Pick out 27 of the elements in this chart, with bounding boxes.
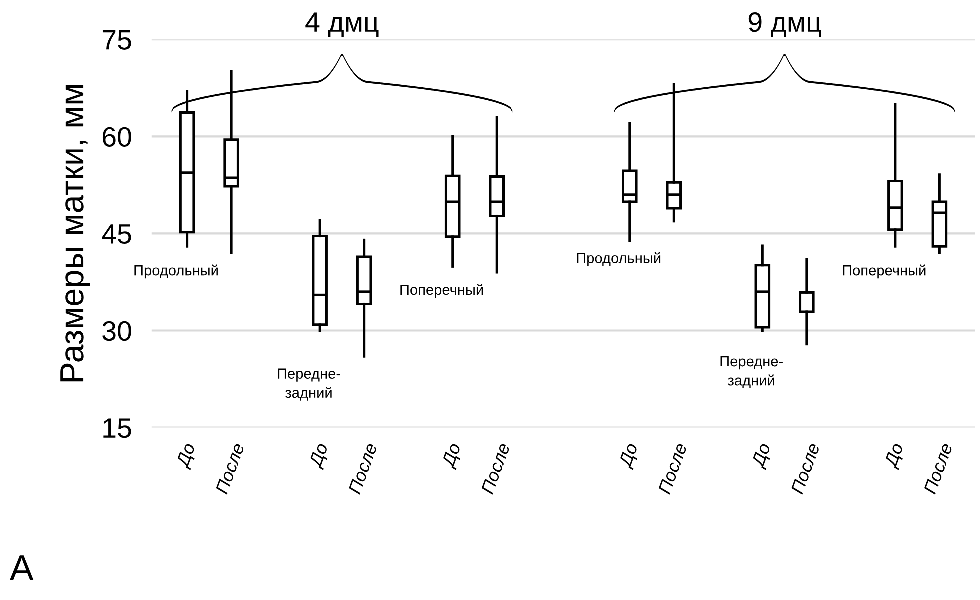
x-tick-label: До: [176, 442, 199, 470]
x-tick-label: До: [441, 442, 464, 470]
y-axis-title: Размеры матки, мм: [60, 85, 90, 382]
x-tick-label: До: [750, 442, 774, 470]
x-tick-label: После: [790, 442, 820, 495]
x-tick-label: После: [924, 442, 953, 495]
annotation: Передне- задний: [720, 356, 783, 389]
x-tick-label: После: [348, 442, 378, 495]
annotation: Передне- задний: [278, 368, 340, 401]
x-tick-label: После: [481, 442, 510, 495]
y-tick-label: 75: [102, 30, 132, 50]
y-tick-label: 30: [102, 321, 132, 342]
y-tick-label: 45: [102, 224, 132, 244]
annotation: Поперечный: [843, 264, 926, 279]
annotation: Продольный: [134, 264, 218, 279]
x-tick-label: До: [884, 442, 907, 470]
x-tick-label: До: [308, 442, 332, 470]
y-tick-label: 15: [104, 418, 132, 438]
text: 4 дмц: [306, 12, 379, 38]
x-tick-label: После: [216, 442, 245, 495]
x-tick-label: После: [658, 442, 688, 495]
text: 9 дмц: [748, 12, 822, 38]
y-tick-label: 60: [102, 127, 132, 147]
text: А: [10, 556, 34, 581]
annotation: Продольный: [577, 252, 661, 266]
annotation: Поперечный: [400, 284, 484, 298]
x-tick-label: До: [618, 442, 642, 470]
